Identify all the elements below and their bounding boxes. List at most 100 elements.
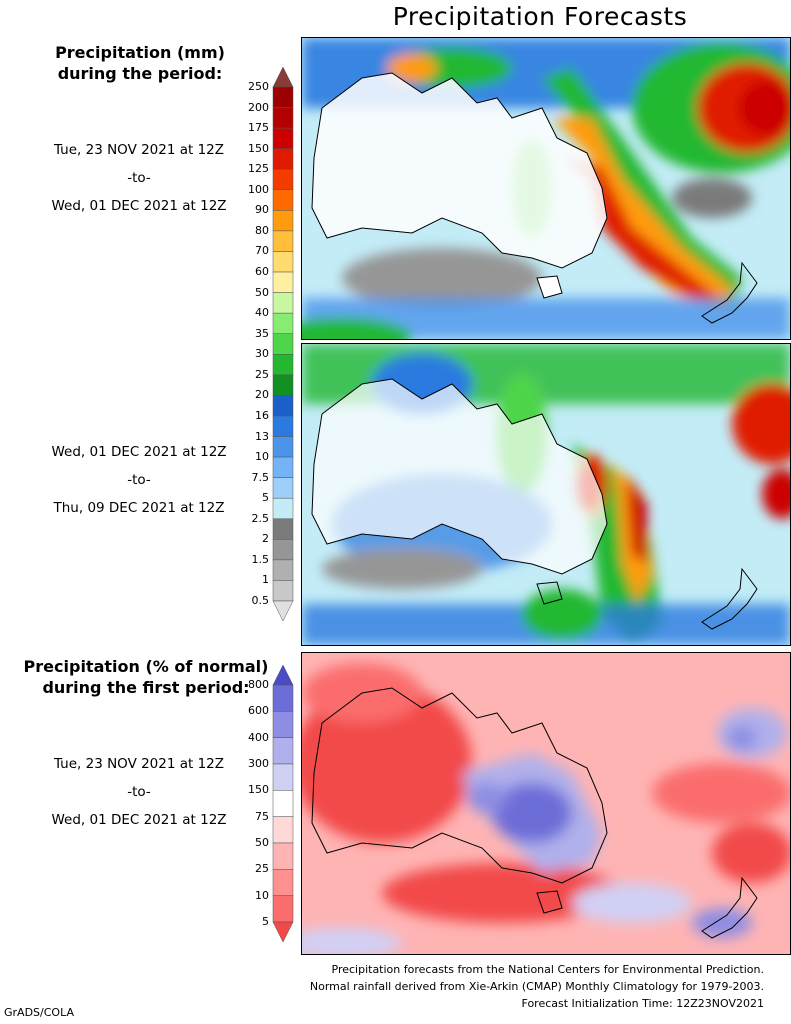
mm-colorbar-segment [272, 148, 294, 170]
period3-start: Tue, 23 NOV 2021 at 12Z [53, 756, 225, 772]
mm-colorbar-segment [272, 312, 294, 334]
mm-colorbar-top-cap [272, 66, 294, 88]
mm-colorbar-tick-label: 35 [255, 326, 269, 340]
pct-colorbar-segment [272, 816, 294, 844]
pct-legend-heading: Precipitation (% of normal) during the f… [0, 656, 292, 698]
mm-colorbar-segment [272, 189, 294, 211]
page-title: Precipitation Forecasts [392, 2, 688, 31]
mm-colorbar-segment [272, 539, 294, 561]
pct-colorbar-tick-label: 150 [248, 783, 269, 797]
pct-colorbar-segment [272, 711, 294, 738]
period2-start: Wed, 01 DEC 2021 at 12Z [51, 444, 227, 460]
mm-colorbar-segment [272, 127, 294, 149]
pct-colorbar-segment [272, 763, 294, 791]
mm-colorbar-segment [272, 107, 294, 129]
mm-colorbar-tick-label: 40 [255, 306, 269, 320]
mm-colorbar-segment [272, 86, 294, 108]
map-panel-period1 [301, 37, 791, 340]
mm-legend-heading-line1: Precipitation (mm) [55, 43, 225, 62]
mm-colorbar-tick-label: 5 [262, 491, 269, 505]
pct-colorbar-segment [272, 737, 294, 765]
mm-colorbar-tick-label: 0.5 [251, 594, 270, 607]
pct-legend-heading-line1: Precipitation (% of normal) [23, 657, 269, 676]
pct-colorbar-segment [272, 790, 294, 817]
pct-colorbar-tick-label: 600 [248, 704, 269, 718]
mm-colorbar-bottom-cap [272, 600, 294, 622]
mm-colorbar [272, 66, 294, 622]
mm-colorbar-tick-label: 100 [248, 182, 269, 196]
map-panel-percent-normal [301, 652, 791, 955]
mm-colorbar-segment [272, 210, 294, 232]
mm-colorbar-tick-label: 25 [255, 367, 269, 381]
mm-colorbar-tick-label: 150 [248, 141, 269, 155]
mm-colorbar-segment [272, 395, 294, 417]
mm-colorbar-segment [272, 292, 294, 314]
mm-colorbar-tick-label: 50 [255, 285, 269, 299]
mm-legend-heading-line2: during the period: [57, 64, 223, 83]
mm-colorbar-segment [272, 168, 294, 191]
period2-end: Thu, 09 DEC 2021 at 12Z [53, 500, 225, 516]
pct-colorbar-segment [272, 869, 294, 896]
period1-start: Tue, 23 NOV 2021 at 12Z [53, 142, 225, 158]
mm-colorbar-segment [272, 230, 294, 252]
software-credit: GrADS/COLA [4, 1006, 74, 1019]
period2-dates: Wed, 01 DEC 2021 at 12Z -to- Thu, 09 DEC… [10, 444, 268, 516]
mm-colorbar-segment [272, 251, 294, 273]
mm-colorbar-segment [272, 580, 294, 602]
period3-end: Wed, 01 DEC 2021 at 12Z [51, 812, 227, 828]
mm-colorbar-segment [272, 518, 294, 540]
credits: Precipitation forecasts from the Nationa… [310, 961, 764, 1012]
mm-colorbar-tick-label: 90 [255, 203, 269, 217]
mm-colorbar-tick-label: 80 [255, 223, 269, 237]
mm-colorbar-segment [272, 415, 294, 437]
mm-colorbar-tick-label: 2 [262, 532, 269, 546]
mm-colorbar-tick-label: 16 [255, 408, 269, 422]
mm-colorbar-segment [272, 559, 294, 581]
mm-colorbar-tick-label: 2.5 [251, 511, 270, 525]
mm-colorbar-tick-label: 200 [248, 100, 269, 114]
mm-colorbar-segment [272, 271, 294, 293]
pct-colorbar-segment [272, 895, 294, 923]
pct-colorbar-tick-label: 800 [248, 678, 269, 691]
mm-colorbar-tick-label: 250 [248, 80, 269, 93]
period1-end: Wed, 01 DEC 2021 at 12Z [51, 198, 227, 214]
pct-colorbar-tick-label: 25 [255, 862, 269, 876]
mm-colorbar-segment [272, 354, 294, 376]
mm-colorbar-tick-label: 60 [255, 265, 269, 279]
mm-colorbar-segment [272, 436, 294, 458]
credits-line3: Forecast Initialization Time: 12Z23NOV20… [521, 997, 764, 1010]
mm-legend-heading: Precipitation (mm) during the period: [0, 42, 280, 84]
mm-colorbar-segment [272, 333, 294, 355]
pct-colorbar-tick-label: 300 [248, 757, 269, 770]
mm-colorbar-segment [272, 456, 294, 478]
mm-colorbar-tick-label: 10 [255, 450, 269, 464]
pct-colorbar-tick-label: 75 [255, 809, 269, 823]
precip-percent-map [302, 653, 790, 954]
mm-colorbar-segment [272, 477, 294, 499]
credits-line2: Normal rainfall derived from Xie-Arkin (… [309, 980, 764, 993]
pct-colorbar-tick-label: 5 [262, 915, 269, 928]
pct-colorbar-tick-label: 10 [255, 888, 269, 902]
pct-colorbar-bottom-cap [272, 921, 294, 943]
mm-colorbar-segment [272, 497, 294, 520]
credits-line1: Precipitation forecasts from the Nationa… [331, 963, 765, 976]
pct-colorbar-segment [272, 842, 294, 870]
mm-colorbar-tick-label: 20 [255, 388, 269, 402]
period2-sep: -to- [127, 472, 151, 488]
mm-colorbar-tick-label: 13 [255, 429, 269, 443]
mm-colorbar-tick-label: 70 [255, 244, 269, 258]
mm-colorbar-tick-label: 30 [255, 347, 269, 361]
mm-colorbar-tick-label: 1 [262, 573, 269, 587]
pct-colorbar-tick-label: 50 [255, 836, 269, 849]
precip-map-period1 [302, 38, 790, 339]
period1-sep: -to- [127, 170, 151, 186]
mm-colorbar-tick-label: 7.5 [251, 470, 270, 484]
mm-colorbar-tick-label: 1.5 [251, 552, 270, 566]
mm-colorbar-tick-label: 175 [248, 121, 269, 135]
mm-colorbar-tick-label: 125 [248, 162, 269, 176]
period1-dates: Tue, 23 NOV 2021 at 12Z -to- Wed, 01 DEC… [10, 142, 268, 214]
period3-dates: Tue, 23 NOV 2021 at 12Z -to- Wed, 01 DEC… [10, 756, 268, 828]
map-panel-period2 [301, 343, 791, 646]
mm-colorbar-segment [272, 374, 294, 396]
precip-map-period2 [302, 344, 790, 645]
